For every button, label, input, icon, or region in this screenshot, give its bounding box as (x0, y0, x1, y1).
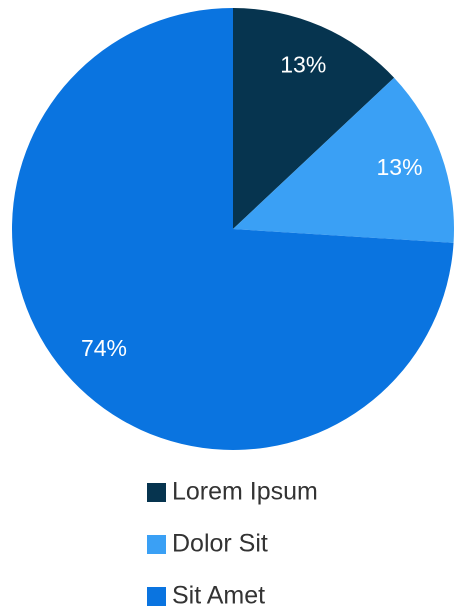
pie-slice (233, 8, 395, 229)
pie-slice (12, 8, 454, 450)
legend-label: Sit Amet (172, 582, 265, 610)
legend-label: Dolor Sit (172, 530, 268, 558)
legend-swatch (147, 535, 166, 554)
legend-label: Lorem Ipsum (172, 478, 318, 506)
legend-swatch (147, 483, 166, 502)
value-label: 13% (377, 154, 423, 180)
pie-slice (233, 77, 454, 243)
value-label: 74% (81, 335, 127, 361)
legend-swatch (147, 587, 166, 606)
value-label: 13% (280, 52, 326, 78)
